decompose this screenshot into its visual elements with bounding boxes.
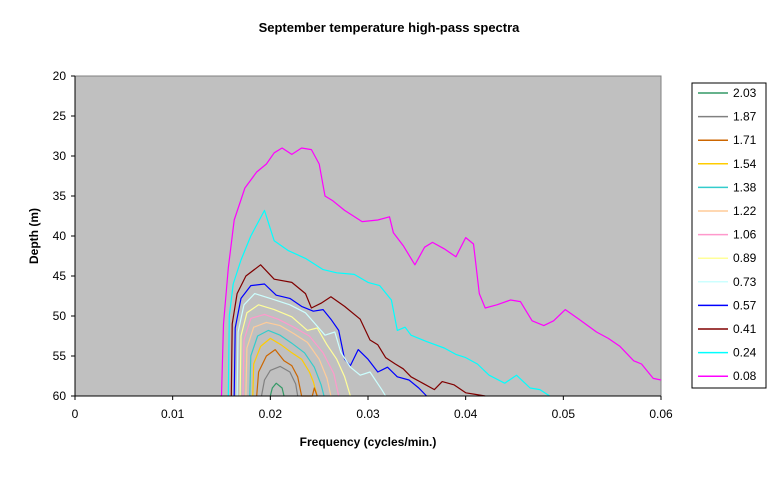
legend-label: 0.41 [733, 322, 757, 336]
y-tick-label: 25 [53, 109, 67, 123]
y-tick-label: 45 [53, 269, 67, 283]
legend-label: 1.22 [733, 204, 757, 218]
series-line-1-54 [252, 337, 318, 397]
series-line-1-06 [242, 313, 340, 397]
legend-label: 2.03 [733, 86, 757, 100]
legend-label: 0.24 [733, 346, 757, 360]
legend-label: 1.38 [733, 180, 757, 194]
y-tick-label: 20 [53, 69, 67, 83]
series-line-0-24 [227, 209, 551, 397]
x-axis: 0 0.01 0.02 0.03 0.04 0.05 0.06 [72, 395, 673, 421]
legend: 2.03 1.87 1.71 1.54 1.38 1.22 1.06 0.89 0.73 0.57… [698, 86, 757, 383]
legend-box [691, 82, 767, 389]
series-line-0-73 [236, 293, 387, 397]
x-tick-label: 0.03 [356, 407, 380, 421]
legend-label: 0.08 [733, 369, 757, 383]
y-tick-label: 35 [53, 189, 67, 203]
legend-label: 1.71 [733, 133, 757, 147]
legend-label: 1.87 [733, 110, 757, 124]
legend-label: 0.89 [733, 251, 757, 265]
legend-label: 0.73 [733, 275, 757, 289]
series-line-0-41 [230, 264, 486, 397]
y-tick-label: 55 [53, 349, 67, 363]
x-tick-label: 0.02 [259, 407, 283, 421]
x-tick-label: 0.01 [161, 407, 185, 421]
chart-title: September temperature high-pass spectra [259, 20, 521, 35]
y-axis-title: Depth (m) [27, 208, 41, 264]
series-line-2-03 [269, 382, 285, 397]
series-line-1-38 [249, 329, 325, 397]
series-line-1-71 [256, 349, 318, 397]
plot-area [74, 75, 662, 397]
x-tick-label: 0.05 [552, 407, 576, 421]
x-axis-title: Frequency (cycles/min.) [300, 435, 437, 449]
y-axis: 20 25 30 35 40 45 50 55 60 [53, 69, 76, 403]
series-line-1-87 [260, 365, 299, 397]
y-tick-label: 30 [53, 149, 67, 163]
y-tick-label: 60 [53, 389, 67, 403]
y-tick-label: 50 [53, 309, 67, 323]
y-tick-label: 40 [53, 229, 67, 243]
legend-label: 1.06 [733, 228, 757, 242]
series-line-0-57 [233, 283, 428, 397]
legend-label: 1.54 [733, 157, 757, 171]
x-tick-label: 0.04 [454, 407, 478, 421]
legend-label: 0.57 [733, 298, 757, 312]
series-line-1-22 [245, 321, 332, 397]
series-line-0-08 [220, 147, 662, 397]
x-tick-label: 0 [72, 407, 79, 421]
series-line-0-89 [239, 304, 351, 397]
series-group [220, 147, 662, 397]
x-tick-label: 0.06 [649, 407, 673, 421]
